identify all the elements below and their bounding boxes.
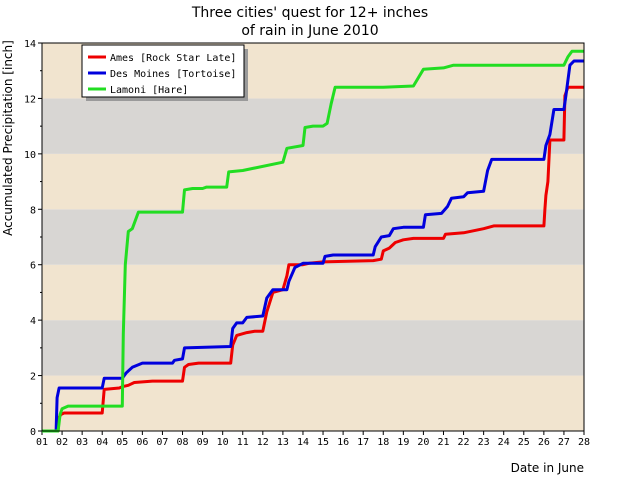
x-tick-label: 15 bbox=[317, 437, 329, 448]
background-band bbox=[42, 264, 584, 321]
x-tick-label: 11 bbox=[237, 437, 249, 448]
y-tick-label: 6 bbox=[30, 261, 36, 272]
x-tick-label: 04 bbox=[96, 437, 108, 448]
y-tick-label: 12 bbox=[24, 94, 36, 105]
x-tick-label: 08 bbox=[176, 437, 188, 448]
x-tick-label: 07 bbox=[156, 437, 168, 448]
legend: Ames [Rock Star Late] Des Moines [Tortoi… bbox=[81, 44, 248, 101]
y-axis-label: Accumulated Precipitation [inch] bbox=[1, 40, 15, 236]
chart-title-line-2: of rain in June 2010 bbox=[241, 23, 378, 39]
series-line-des-moines bbox=[42, 59, 584, 433]
x-tick-label: 13 bbox=[277, 437, 289, 448]
x-tick-label: 06 bbox=[136, 437, 148, 448]
y-tick-label: 14 bbox=[24, 39, 36, 50]
y-tick-label: 4 bbox=[30, 316, 36, 327]
x-tick-label: 05 bbox=[116, 437, 128, 448]
x-tick-label: 01 bbox=[36, 437, 48, 448]
x-tick-label: 27 bbox=[558, 437, 570, 448]
plot-area-frame bbox=[41, 42, 585, 432]
legend-label-lamoni: Lamoni [Hare] bbox=[110, 85, 188, 96]
x-axis-label: Date in June bbox=[511, 461, 584, 475]
x-tick-label: 12 bbox=[257, 437, 269, 448]
background-band bbox=[42, 153, 584, 210]
x-tick-label: 09 bbox=[197, 437, 209, 448]
background-band bbox=[42, 209, 584, 265]
x-tick-label: 22 bbox=[458, 437, 470, 448]
x-tick-label: 26 bbox=[538, 437, 550, 448]
x-tick-label: 21 bbox=[437, 437, 449, 448]
x-tick-label: 24 bbox=[498, 437, 510, 448]
series-line-lamoni bbox=[42, 49, 584, 433]
series-line-ames bbox=[42, 85, 584, 433]
x-tick-label: 03 bbox=[76, 437, 88, 448]
series-layer bbox=[42, 49, 584, 433]
x-tick-label: 17 bbox=[357, 437, 369, 448]
chart-title-line-1: Three cities' quest for 12+ inches bbox=[191, 5, 428, 21]
x-tick-label: 14 bbox=[297, 437, 309, 448]
x-tick-label: 25 bbox=[518, 437, 530, 448]
y-tick-label: 8 bbox=[30, 205, 36, 216]
y-tick-label: 2 bbox=[30, 372, 36, 383]
legend-box bbox=[81, 44, 245, 98]
x-tick-label: 28 bbox=[578, 437, 590, 448]
x-tick-label: 10 bbox=[217, 437, 229, 448]
legend-label-ames: Ames [Rock Star Late] bbox=[110, 53, 236, 64]
x-tick-label: 19 bbox=[397, 437, 409, 448]
x-tick-label: 16 bbox=[337, 437, 349, 448]
x-tick-label: 23 bbox=[478, 437, 490, 448]
axis-ticks: 01 02 03 04 05 06 07 08 09 10 11 12 13 14 15 16 17 18 19 20… bbox=[24, 39, 590, 448]
x-tick-label: 20 bbox=[417, 437, 429, 448]
y-tick-label: 10 bbox=[24, 150, 36, 161]
x-tick-label: 02 bbox=[56, 437, 68, 448]
legend-label-des-moines: Des Moines [Tortoise] bbox=[110, 69, 236, 80]
x-tick-label: 18 bbox=[377, 437, 389, 448]
y-tick-label: 0 bbox=[30, 427, 36, 438]
